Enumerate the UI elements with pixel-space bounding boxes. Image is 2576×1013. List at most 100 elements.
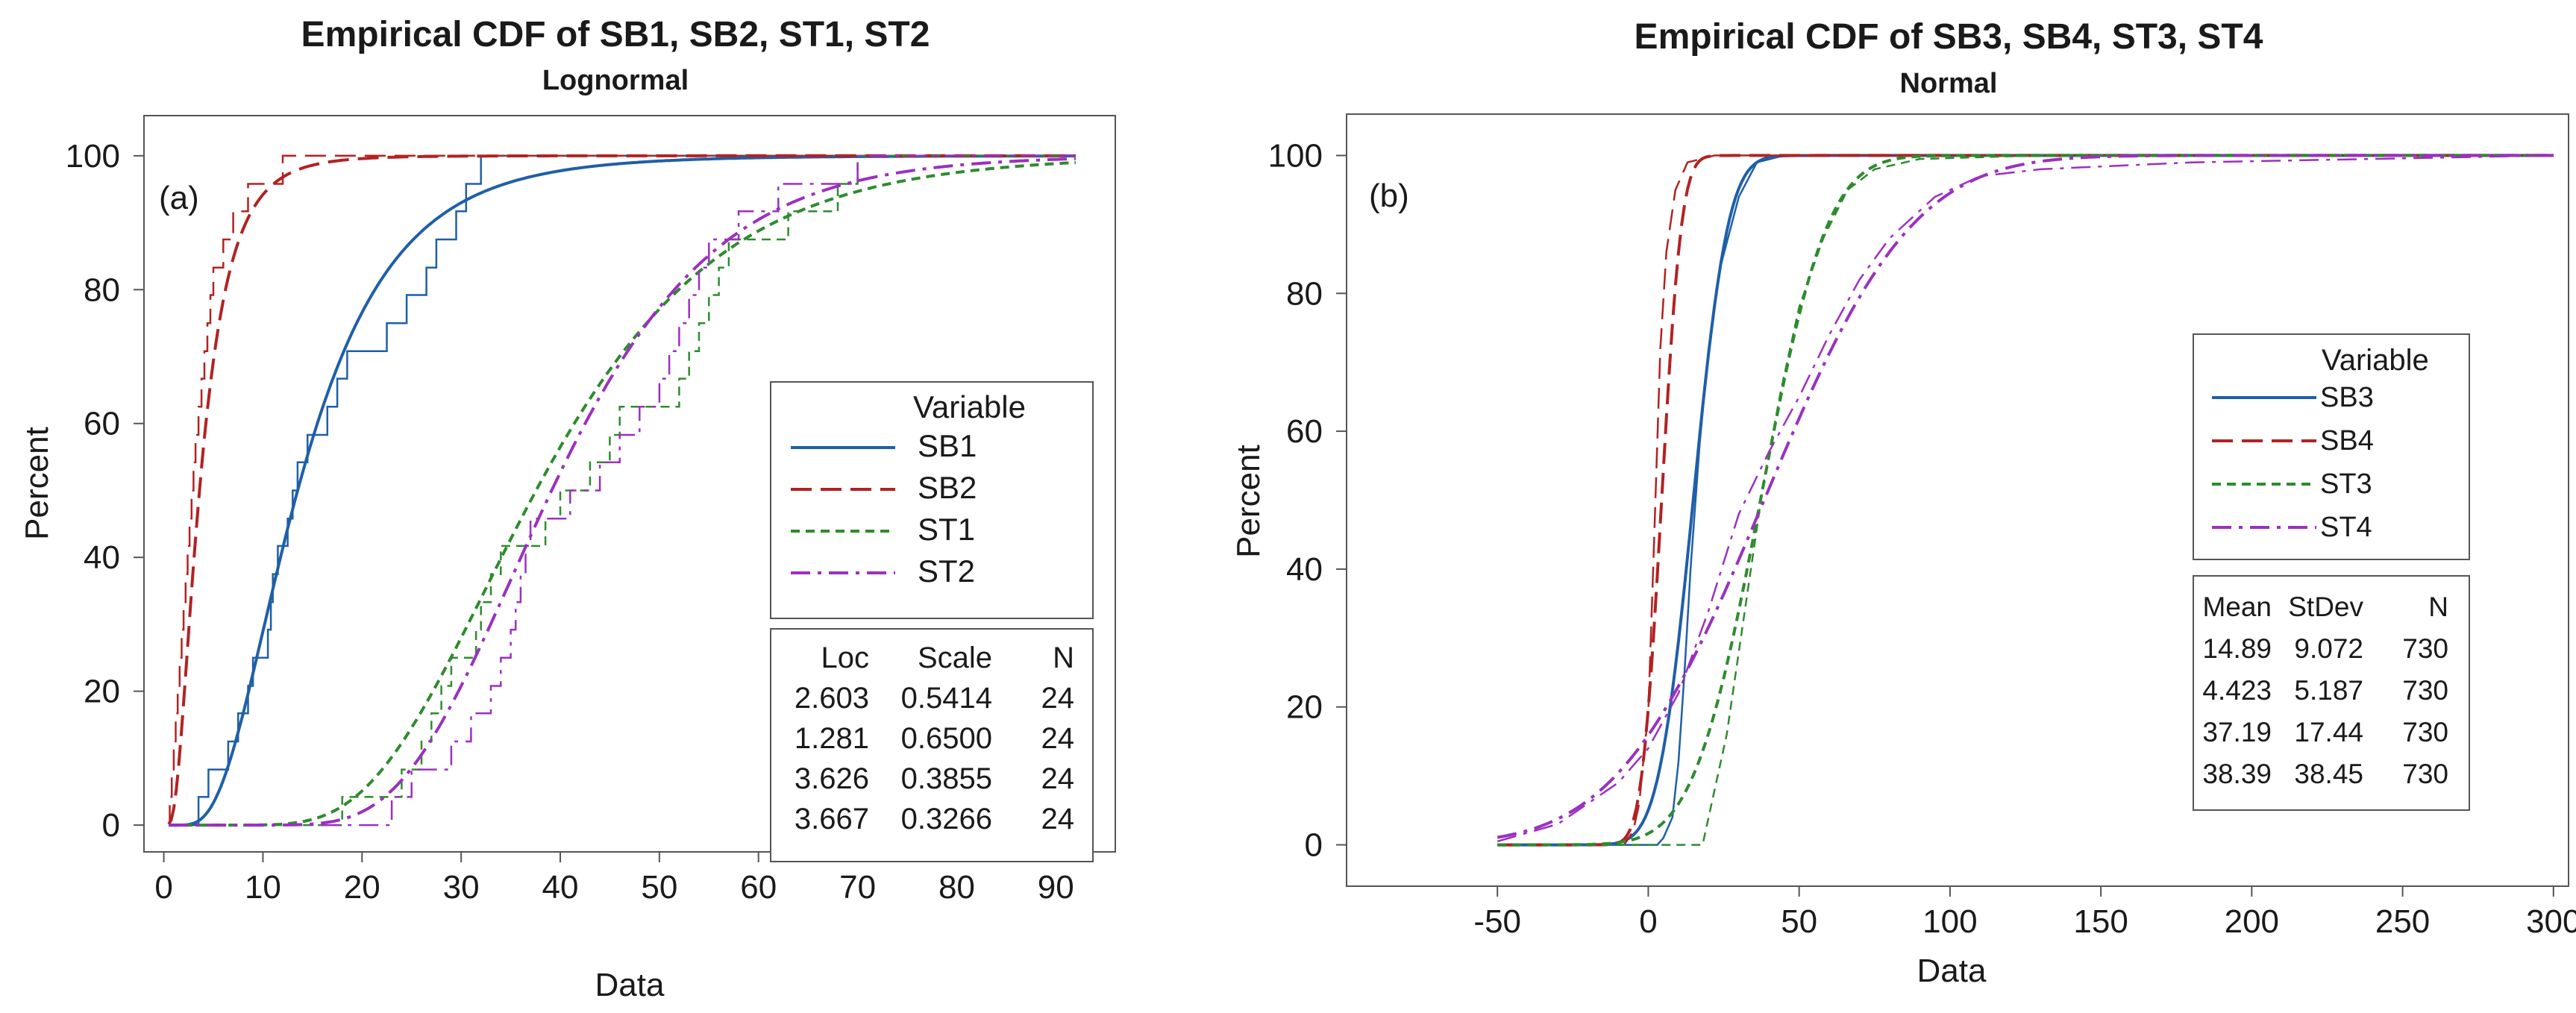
- stats-cell: 2.603: [795, 682, 869, 715]
- legend-box-b: [2193, 333, 2470, 560]
- panel-label-b: (b): [1369, 178, 1409, 214]
- chart-panel-a: Empirical CDF of SB1, SB2, ST1, ST2 Logn…: [19, 15, 1116, 1003]
- legend-title-a: Variable: [913, 389, 1026, 424]
- stats-cell: 0.6500: [901, 722, 992, 755]
- x-tick-label: 90: [1038, 869, 1074, 906]
- legend-label-sb1: SB1: [918, 428, 977, 463]
- y-tick-label: 100: [66, 138, 120, 175]
- y-axis-label-a: Percent: [19, 427, 55, 540]
- ecdf-st1: [169, 154, 1076, 827]
- series-group-a: [167, 154, 1076, 827]
- ecdf-st3: [1497, 154, 2554, 846]
- chart-title-a: Empirical CDF of SB1, SB2, ST1, ST2: [301, 15, 930, 54]
- x-tick-label: 200: [2225, 903, 2279, 940]
- stats-cell: 3.667: [795, 803, 869, 835]
- legend-entries-b: SB3 SB4 ST3 ST4: [2212, 382, 2374, 543]
- plot-area-a: [143, 115, 1116, 853]
- series-group-b: [1497, 154, 2554, 847]
- legend-label-st4: ST4: [2320, 512, 2372, 543]
- stats-cell: 24: [1041, 803, 1075, 835]
- stats-cell: 24: [1041, 722, 1075, 755]
- x-tick-label: 80: [938, 869, 975, 906]
- stats-cell: 5.187: [2294, 675, 2363, 706]
- x-tick-label: 50: [641, 869, 677, 906]
- stats-header: N: [1053, 642, 1074, 674]
- x-tick-label: -50: [1473, 903, 1521, 940]
- x-tick-label: 0: [154, 869, 172, 906]
- stats-cell: 3.626: [795, 762, 869, 795]
- chart-subtitle-b: Normal: [1900, 68, 1998, 99]
- axis-ticks-a: 0 10 20 30 40 50 60 70 80 90 0 20 40 60 80 100: [66, 138, 1074, 906]
- x-tick-label: 10: [245, 869, 281, 906]
- y-tick-label: 80: [1286, 275, 1323, 312]
- ecdf-sb2: [169, 154, 1076, 827]
- y-tick-label: 0: [1305, 827, 1323, 864]
- legend-box-a: [770, 381, 1094, 619]
- y-tick-label: 60: [1286, 413, 1323, 450]
- legend-label-st1: ST1: [918, 512, 975, 547]
- chart-panel-b: Empirical CDF of SB3, SB4, ST3, ST4 Norm…: [1230, 17, 2576, 989]
- legend-label-sb4: SB4: [2320, 425, 2374, 457]
- stats-cell: 24: [1041, 762, 1075, 795]
- fit-curve-st2: [169, 157, 1076, 827]
- legend-label-st2: ST2: [918, 553, 975, 589]
- x-tick-label: 100: [1922, 903, 1977, 940]
- stats-cell: 0.5414: [901, 682, 992, 715]
- stats-table-a: Loc Scale N 2.603 0.5414 24 1.281 0.6500 24 3.626…: [795, 642, 1074, 835]
- ecdf-sb3: [1497, 154, 2554, 846]
- stats-cell: 1.281: [795, 722, 869, 755]
- ecdf-st4: [1497, 154, 2554, 843]
- x-axis-label-a: Data: [595, 967, 665, 1003]
- y-tick-label: 60: [84, 406, 120, 442]
- stats-box-b: [2193, 575, 2470, 811]
- stats-cell: 730: [2402, 717, 2448, 747]
- x-tick-label: 30: [443, 869, 480, 906]
- x-axis-label-b: Data: [1917, 953, 1987, 989]
- stats-header: Scale: [918, 642, 992, 674]
- legend-label-sb3: SB3: [2320, 382, 2374, 413]
- axis-ticks-b: -50 0 50 100 150 200 250 300 0 20 40 60 80 100: [1268, 137, 2576, 940]
- chart-subtitle-a: Lognormal: [542, 65, 689, 96]
- stats-cell: 37.19: [2202, 717, 2272, 747]
- ecdf-st2: [169, 154, 1076, 827]
- chart-title-b: Empirical CDF of SB3, SB4, ST3, ST4: [1635, 17, 2263, 57]
- legend-title-b: Variable: [2322, 344, 2429, 377]
- stats-cell: 730: [2402, 759, 2448, 789]
- x-tick-label: 70: [839, 869, 876, 906]
- stats-box-a: [770, 628, 1094, 862]
- stats-header: Loc: [821, 642, 870, 674]
- stats-header: Mean: [2202, 592, 2272, 622]
- stats-table-b: Mean StDev N 14.89 9.072 730 4.423 5.187 730 37.1…: [2202, 592, 2448, 789]
- x-tick-label: 150: [2073, 903, 2128, 940]
- stats-cell: 0.3855: [901, 762, 992, 795]
- legend-entries-a: SB1 SB2 ST1 ST2: [791, 428, 977, 589]
- stats-cell: 17.44: [2294, 717, 2363, 747]
- stats-cell: 0.3266: [901, 803, 992, 835]
- x-tick-label: 40: [542, 869, 579, 906]
- stats-cell: 38.45: [2294, 759, 2363, 789]
- x-tick-label: 60: [740, 869, 777, 906]
- x-tick-label: 50: [1781, 903, 1817, 940]
- stats-cell: 730: [2402, 675, 2448, 706]
- stats-cell: 14.89: [2202, 633, 2272, 664]
- stats-header: N: [2428, 592, 2448, 622]
- y-axis-label-b: Percent: [1230, 445, 1267, 558]
- x-tick-label: 300: [2526, 903, 2576, 940]
- plot-area-b: [1346, 113, 2569, 887]
- y-tick-label: 20: [1286, 689, 1323, 726]
- fit-curve-st1: [169, 160, 1076, 827]
- stats-cell: 24: [1041, 682, 1075, 715]
- x-tick-label: 0: [1639, 903, 1657, 940]
- ecdf-sb1: [169, 154, 1076, 827]
- stats-cell: 730: [2402, 633, 2448, 664]
- fit-curve-st4: [1497, 154, 2554, 839]
- y-tick-label: 80: [84, 272, 120, 308]
- panel-label-a: (a): [159, 180, 199, 216]
- legend-label-sb2: SB2: [918, 470, 977, 505]
- x-tick-label: 20: [344, 869, 380, 906]
- y-tick-label: 100: [1268, 137, 1323, 174]
- stats-cell: 38.39: [2202, 759, 2272, 789]
- stats-header: StDev: [2288, 592, 2363, 622]
- x-tick-label: 250: [2375, 903, 2430, 940]
